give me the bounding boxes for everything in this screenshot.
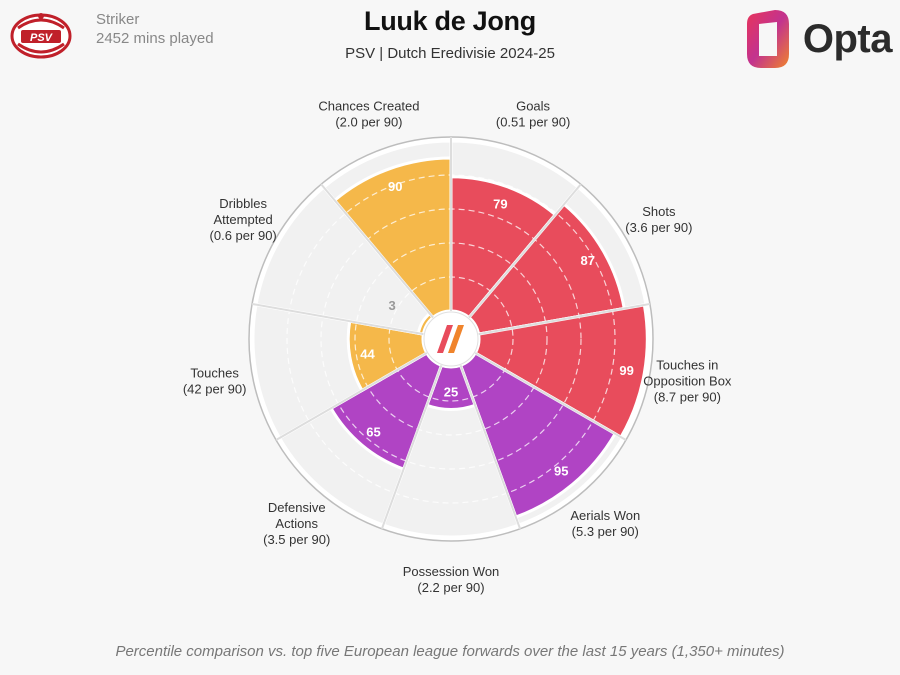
- slice-touches: [251, 302, 429, 441]
- brand: Opta: [743, 8, 893, 70]
- slice-separator: [459, 364, 522, 530]
- value-label: 79: [493, 196, 507, 211]
- slice-separator: [380, 364, 443, 530]
- center-logo-icon: [423, 311, 479, 367]
- category-label-line: (2.0 per 90): [335, 114, 402, 129]
- player-position: Striker: [96, 11, 140, 28]
- category-label: Touches (42 per 90): [183, 366, 247, 397]
- club-badge-icon: PSV: [10, 13, 72, 59]
- slice-separator: [478, 302, 651, 336]
- category-label-line: (5.3 per 90): [572, 524, 639, 539]
- category-label: Touches in Opposition Box (8.7 per 90): [643, 358, 732, 405]
- player-meta: Striker 2452 mins played: [96, 10, 214, 48]
- category-label-line: Shots: [642, 204, 676, 219]
- slice-dribbles-attempted: [254, 185, 436, 336]
- category-label-line: Touches in: [656, 358, 718, 373]
- category-label-line: (42 per 90): [183, 382, 247, 397]
- category-label-line: Aerials Won: [570, 508, 640, 523]
- value-label: 44: [360, 347, 375, 362]
- category-label-line: Touches: [190, 366, 239, 381]
- footer-note: Percentile comparison vs. top five Europ…: [115, 643, 785, 660]
- slice-bar: [449, 175, 558, 320]
- category-label-line: (2.2 per 90): [417, 580, 484, 595]
- category-label-line: (0.51 per 90): [496, 114, 570, 129]
- category-label: Shots (3.6 per 90): [625, 204, 692, 235]
- slice-goals: [449, 139, 581, 320]
- slice-separator: [251, 302, 424, 336]
- value-label: 90: [388, 179, 402, 194]
- category-label-line: (3.5 per 90): [263, 532, 330, 547]
- slice-bar: [473, 303, 649, 440]
- category-label-line: Dribbles: [219, 196, 267, 211]
- slice-chances-created: [321, 139, 453, 320]
- value-label: 65: [366, 424, 380, 439]
- category-label: Defensive Actions (3.5 per 90): [263, 500, 330, 547]
- club-badge-text: PSV: [30, 32, 54, 44]
- category-label-line: Attempted: [214, 212, 273, 227]
- slice-shots: [466, 185, 648, 336]
- category-label-line: (8.7 per 90): [654, 390, 721, 405]
- value-label: 25: [444, 385, 458, 400]
- header-left: PSV Striker 2452 mins played: [10, 10, 214, 60]
- category-label-line: Actions: [275, 516, 318, 531]
- slice-aerials-won: [458, 350, 625, 527]
- slice-separator: [474, 352, 627, 441]
- value-label: 95: [554, 463, 568, 478]
- category-label-line: (0.6 per 90): [210, 228, 277, 243]
- category-label: Possession Won (2.2 per 90): [403, 564, 500, 595]
- title-block: Luuk de Jong PSV | Dutch Eredivisie 2024…: [0, 6, 900, 62]
- category-label: Goals (0.51 per 90): [496, 98, 570, 129]
- category-label: Aerials Won (5.3 per 90): [570, 508, 640, 539]
- value-label: 87: [581, 253, 595, 268]
- slice-separator: [320, 183, 434, 319]
- slice-bar: [332, 156, 453, 320]
- category-label-line: Possession Won: [403, 564, 500, 579]
- value-label: 99: [619, 363, 633, 378]
- player-name: Luuk de Jong: [364, 6, 536, 36]
- slice-separator: [468, 183, 582, 319]
- category-label-line: (3.6 per 90): [625, 220, 692, 235]
- category-label-line: Defensive: [268, 500, 326, 515]
- brand-wordmark: Opta: [802, 16, 893, 61]
- category-label: Chances Created (2.0 per 90): [318, 98, 419, 129]
- value-label: 3: [388, 298, 395, 313]
- slice-separator: [275, 352, 428, 441]
- category-label-line: Chances Created: [318, 98, 419, 113]
- opta-logo-icon: [746, 10, 789, 68]
- slice-bar: [458, 350, 618, 519]
- category-label: Dribbles Attempted (0.6 per 90): [210, 196, 277, 243]
- slice-touches-in-opposition-box: [473, 302, 651, 441]
- player-minutes: 2452 mins played: [96, 30, 214, 47]
- slice-bar: [466, 202, 626, 336]
- category-label-line: Goals: [516, 98, 550, 113]
- category-label-line: Opposition Box: [643, 374, 732, 389]
- subtitle: PSV | Dutch Eredivisie 2024-25: [345, 45, 555, 62]
